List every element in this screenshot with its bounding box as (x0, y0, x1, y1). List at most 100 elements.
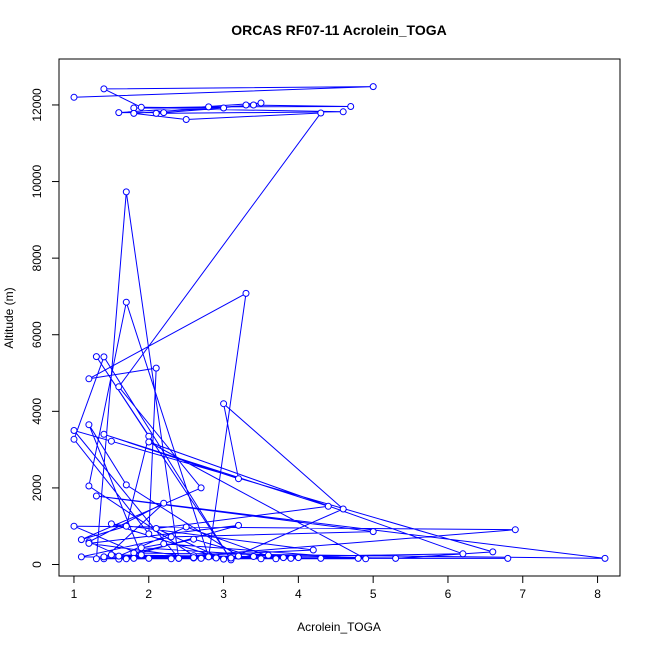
y-tick-label: 6000 (30, 321, 44, 348)
data-point (70, 93, 78, 101)
series-points (70, 83, 609, 564)
data-point (152, 525, 160, 532)
data-point (167, 533, 175, 541)
data-point (145, 530, 153, 538)
data-point (92, 353, 100, 361)
x-tick-label: 3 (220, 587, 227, 601)
data-point (212, 554, 220, 562)
x-axis: 1 2 3 4 5 6 7 8 (71, 575, 601, 601)
data-point (279, 554, 287, 562)
data-point (152, 109, 160, 117)
data-point (130, 109, 138, 117)
data-point (115, 383, 123, 391)
data-point (257, 555, 265, 563)
data-point (137, 544, 145, 552)
x-axis-label: Acrolein_TOGA (297, 620, 381, 634)
data-point (220, 555, 228, 563)
data-point (197, 554, 205, 562)
data-point (287, 554, 295, 562)
data-point (197, 484, 205, 492)
data-point (85, 375, 93, 383)
data-point (242, 101, 250, 109)
data-point (190, 554, 198, 562)
data-point (137, 103, 145, 111)
data-point (122, 555, 130, 563)
data-point (294, 554, 302, 562)
data-point (92, 492, 100, 500)
data-point (85, 539, 93, 547)
y-tick-label: 0 (30, 561, 44, 568)
y-tick-label: 10000 (30, 165, 44, 199)
data-point (167, 555, 175, 563)
data-point (160, 540, 168, 548)
data-point (369, 83, 377, 91)
data-point (122, 298, 130, 306)
x-tick-label: 8 (594, 587, 601, 601)
data-point (205, 103, 213, 111)
data-point (272, 555, 280, 563)
y-tick-label: 8000 (30, 244, 44, 271)
data-point (122, 522, 130, 530)
data-point (160, 499, 168, 507)
data-point (145, 432, 153, 440)
data-point (107, 437, 115, 445)
data-point (459, 550, 467, 558)
data-point (160, 109, 168, 117)
data-point (100, 430, 108, 438)
data-point (220, 400, 228, 408)
data-point (107, 520, 115, 528)
data-point (70, 522, 78, 530)
y-tick-label: 12000 (30, 88, 44, 122)
y-axis: 0 2000 4000 6000 8000 10000 12000 (30, 88, 60, 568)
x-tick-label: 2 (145, 587, 152, 601)
data-point (309, 546, 317, 554)
data-point (257, 99, 265, 107)
data-point (339, 505, 347, 513)
data-point (250, 553, 257, 560)
data-point (347, 103, 355, 110)
data-point (511, 526, 519, 534)
data-point (235, 475, 242, 483)
x-tick-label: 4 (295, 587, 302, 601)
data-point (85, 482, 93, 490)
data-point (122, 188, 130, 196)
y-tick-label: 4000 (30, 398, 44, 425)
data-point (85, 421, 93, 429)
data-point (77, 536, 85, 544)
data-point (504, 554, 512, 562)
data-point (235, 521, 242, 529)
data-point (235, 552, 242, 560)
data-point (70, 435, 78, 443)
y-axis-label: Altitude (m) (2, 287, 16, 348)
data-point (152, 364, 160, 372)
data-point (317, 554, 325, 562)
data-point (130, 554, 138, 562)
data-point (362, 555, 370, 563)
data-point (182, 523, 190, 531)
y-tick-label: 2000 (30, 474, 44, 501)
series-path (72, 86, 606, 561)
data-point (369, 528, 377, 536)
data-point (107, 551, 115, 559)
plot-frame (58, 58, 621, 577)
data-point (264, 551, 272, 559)
data-point (392, 554, 400, 562)
data-point (77, 553, 85, 561)
data-point (145, 438, 153, 446)
data-point (100, 353, 108, 361)
data-point (227, 554, 235, 562)
data-point (190, 535, 198, 543)
data-point (70, 427, 78, 434)
data-point (339, 108, 347, 116)
data-point (100, 85, 108, 93)
data-point (242, 289, 250, 297)
data-point (175, 554, 183, 562)
data-point (92, 555, 100, 563)
data-point (145, 554, 153, 562)
x-tick-label: 5 (370, 587, 377, 601)
x-tick-label: 7 (519, 587, 526, 601)
data-point (205, 553, 213, 561)
data-point (115, 109, 123, 117)
data-point (489, 548, 497, 556)
